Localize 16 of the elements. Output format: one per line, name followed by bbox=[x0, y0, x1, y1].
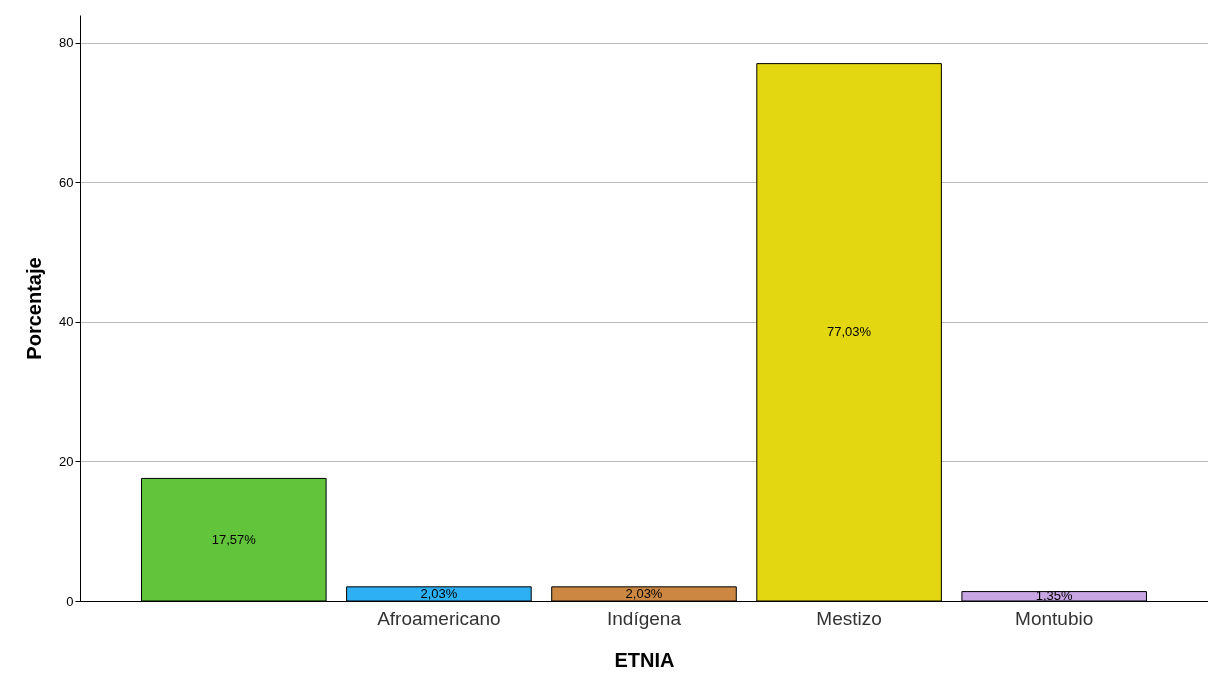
x-axis-title: ETNIA bbox=[614, 648, 675, 671]
x-tick-label: Indígena bbox=[607, 607, 682, 629]
data-label: 17,57% bbox=[211, 531, 257, 547]
x-tick-label: Mestizo bbox=[816, 607, 882, 629]
y-tick-label: 40 bbox=[59, 314, 74, 330]
data-label: 2,03% bbox=[420, 585, 458, 601]
x-tick-label: Montubio bbox=[1015, 607, 1094, 629]
y-tick-label: 80 bbox=[59, 35, 74, 51]
data-label: 1,35% bbox=[1035, 588, 1074, 604]
data-label: 77,03% bbox=[827, 324, 872, 340]
data-label: 2,03% bbox=[625, 585, 663, 601]
y-tick-label: 60 bbox=[59, 174, 74, 190]
y-tick-label: 20 bbox=[59, 453, 74, 469]
x-tick-label: Afroamericano bbox=[377, 607, 501, 629]
y-axis-title: Porcentaje bbox=[23, 257, 46, 360]
y-tick-label: 0 bbox=[66, 593, 74, 609]
